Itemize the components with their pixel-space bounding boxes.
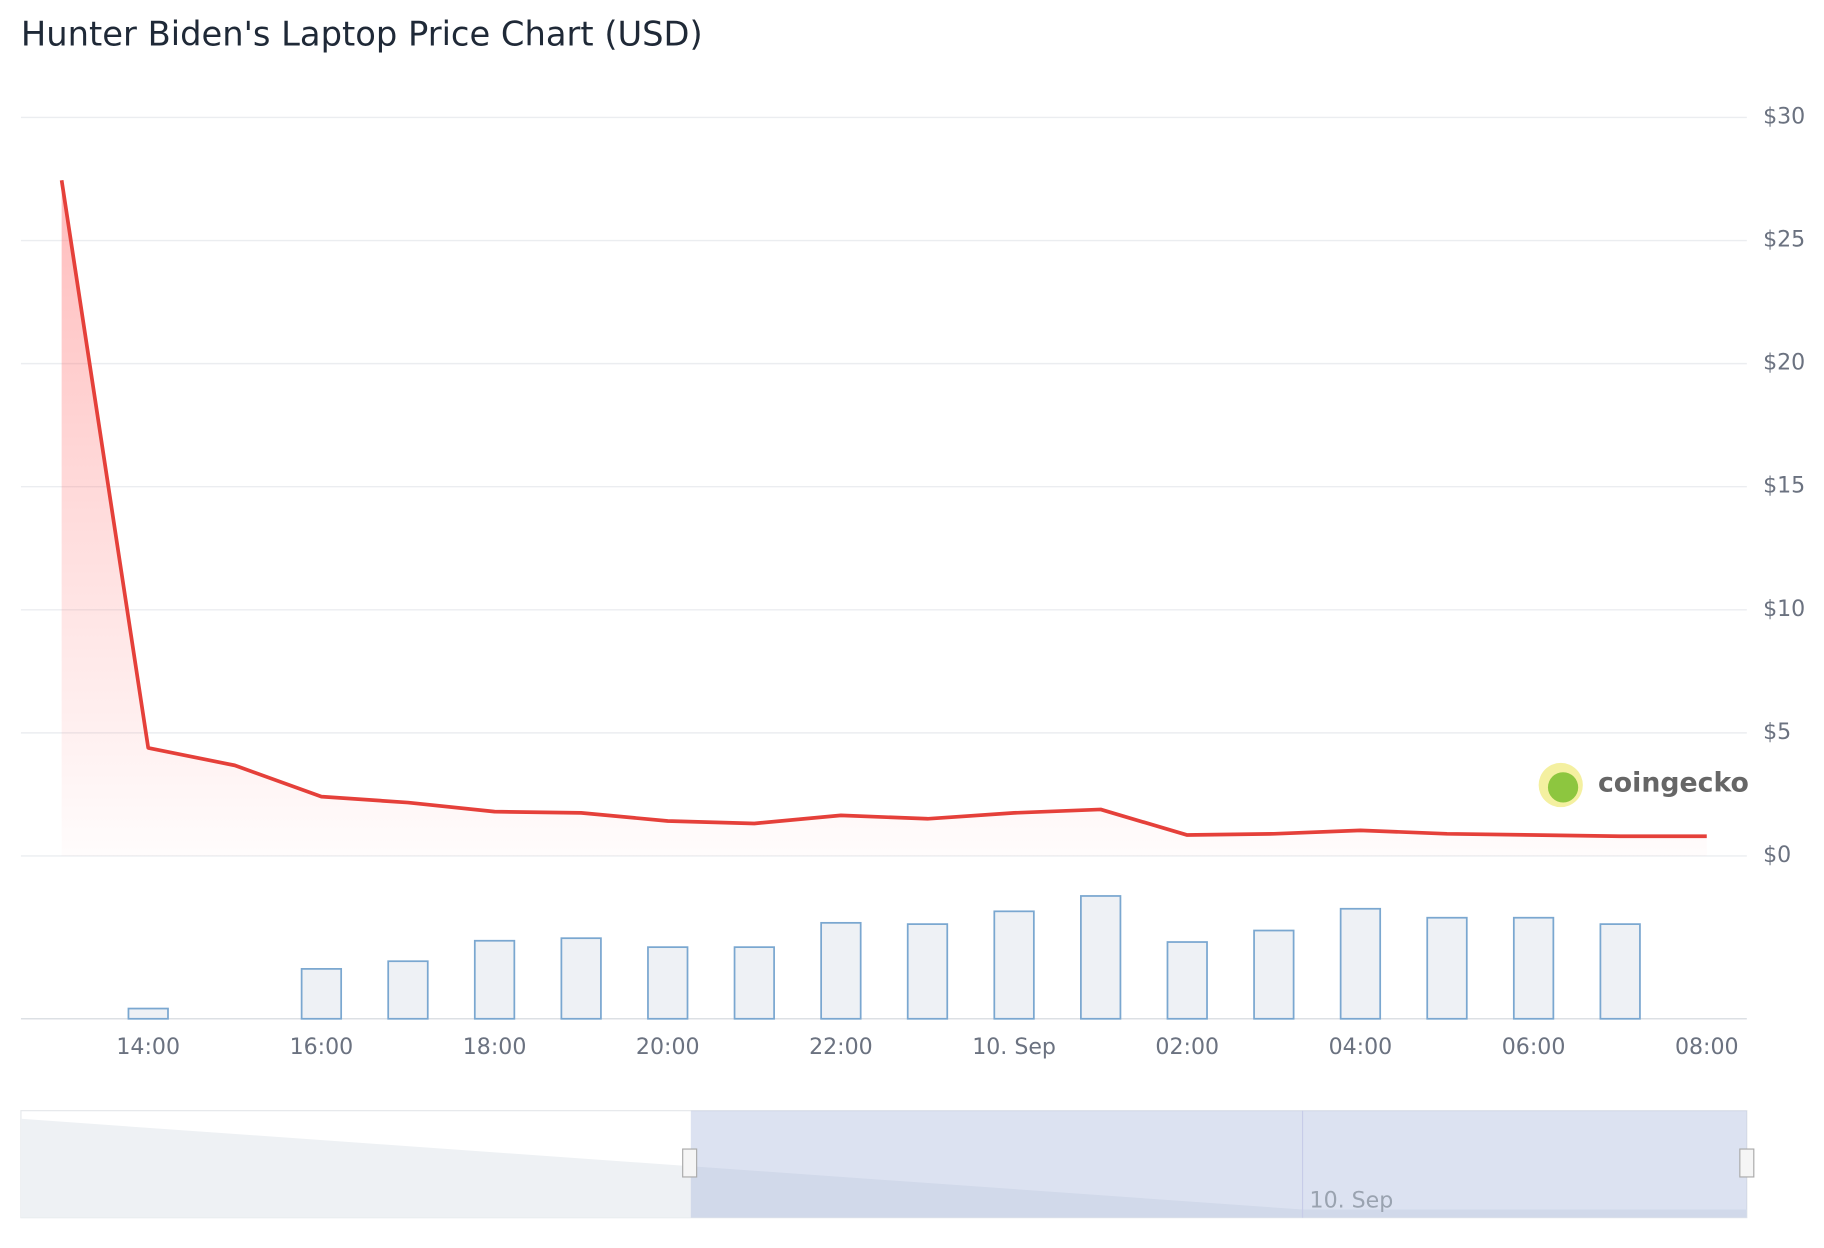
navigator-area	[20, 1118, 1747, 1218]
y-tick-label: $15	[1763, 473, 1805, 499]
x-tick-label: 02:00	[1155, 1034, 1219, 1060]
volume-bar	[300, 968, 343, 1020]
volume-bar	[560, 937, 602, 1020]
watermark: coingecko	[1538, 762, 1749, 808]
y-tick-label: $20	[1763, 350, 1805, 376]
x-tick-label: 10. Sep	[972, 1034, 1056, 1060]
volume-bar	[906, 923, 949, 1020]
navigator-handle[interactable]	[682, 1148, 698, 1178]
y-tick-label: $10	[1763, 596, 1805, 622]
y-tick-label: $0	[1763, 842, 1791, 868]
navigator-handle[interactable]	[1739, 1148, 1755, 1178]
volume-bar	[1426, 916, 1468, 1020]
y-tick-label: $30	[1763, 103, 1805, 129]
volume-bar	[1166, 941, 1208, 1020]
line-series	[59, 179, 1707, 839]
x-tick-label: 16:00	[290, 1034, 354, 1060]
x-tick-label: 20:00	[636, 1034, 700, 1060]
navigator-selection[interactable]	[690, 1110, 1747, 1218]
volume-bar	[647, 946, 689, 1020]
x-tick-label: 08:00	[1675, 1034, 1739, 1060]
x-tick-label: 18:00	[463, 1034, 527, 1060]
volume-bar	[127, 1007, 169, 1020]
x-tick-label: 14:00	[116, 1034, 180, 1060]
navigator-label: 10. Sep	[1310, 1187, 1394, 1213]
volume-bar	[1080, 895, 1122, 1020]
volume-bar	[1512, 916, 1555, 1020]
navigator[interactable]: 10. Sep	[20, 1110, 1755, 1219]
y-tick-label: $25	[1763, 227, 1805, 253]
chart-title: Hunter Biden's Laptop Price Chart (USD)	[21, 15, 703, 54]
x-tick-label: 04:00	[1329, 1034, 1393, 1060]
y-tick-label: $5	[1763, 719, 1791, 745]
volume-bar	[993, 910, 1035, 1020]
x-tick-label: 06:00	[1502, 1034, 1566, 1060]
watermark-logo	[1547, 772, 1579, 803]
volume-bar	[473, 939, 516, 1020]
x-tick-label: 22:00	[809, 1034, 873, 1060]
volume-bar	[733, 946, 775, 1020]
volume-bar	[1339, 907, 1382, 1020]
watermark-text: coingecko	[1598, 767, 1749, 798]
volume-bar	[387, 960, 429, 1020]
line-area	[61, 180, 1707, 856]
volume-bar	[1253, 929, 1295, 1020]
volume-bar	[1599, 923, 1641, 1020]
volume-bar	[820, 921, 862, 1020]
